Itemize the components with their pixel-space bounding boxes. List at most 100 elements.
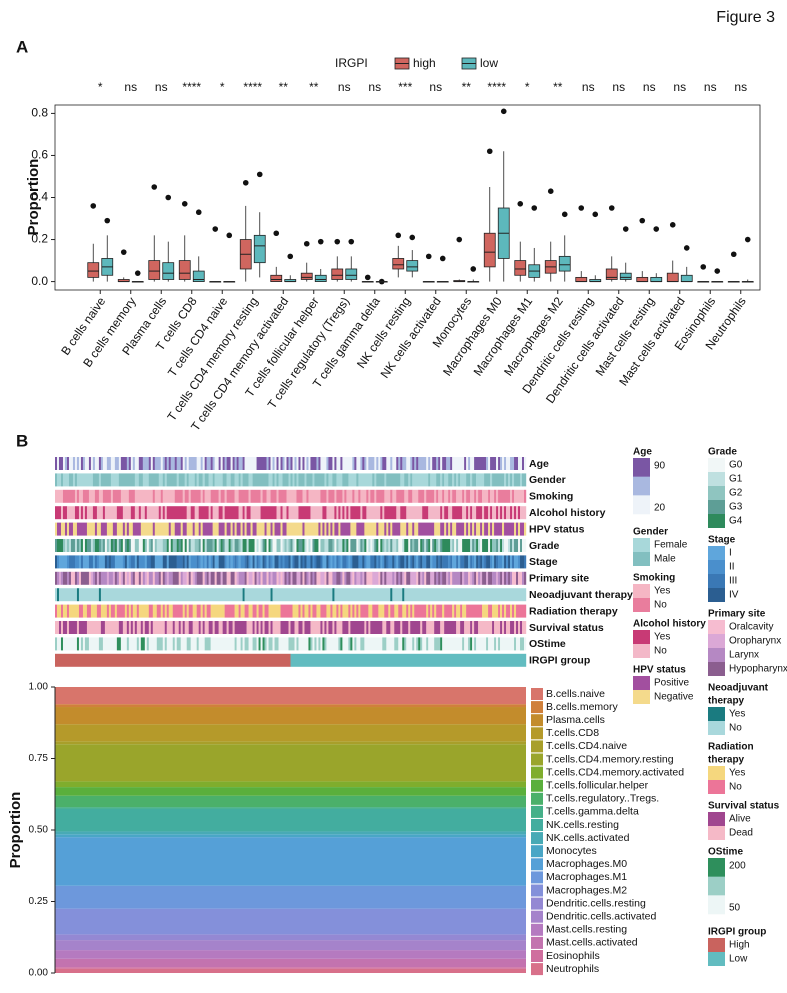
annotation-stripe xyxy=(266,637,269,651)
annotation-stripe xyxy=(328,522,331,536)
annotation-stripe xyxy=(440,522,445,536)
stack-segment xyxy=(55,831,526,835)
annotation-stripe xyxy=(148,457,151,470)
annotation-stripe xyxy=(272,571,277,585)
annotation-stripe xyxy=(460,604,463,618)
annotation-label: Primary site xyxy=(529,573,589,585)
annotation-stripe xyxy=(416,555,419,569)
annotation-stripe xyxy=(246,555,249,569)
annotation-stripe xyxy=(55,489,64,503)
annotation-stripe xyxy=(350,621,365,634)
annotation-stripe xyxy=(302,539,305,552)
annotation-stripe xyxy=(176,539,179,552)
annotation-stripe xyxy=(346,571,351,585)
legend-label: NK.cells.resting xyxy=(546,819,619,831)
annotation-stripe xyxy=(476,571,479,585)
annotation-stripe xyxy=(422,555,427,569)
legend-label: T.cells.follicular.helper xyxy=(546,779,649,791)
annotation-stripe xyxy=(182,555,185,569)
annotation-stripe xyxy=(340,604,343,618)
annotation-stripe xyxy=(98,473,102,487)
annotation-stripe xyxy=(304,522,319,536)
annotation-stripe xyxy=(62,473,70,487)
significance-label: ** xyxy=(279,80,289,94)
annotation-stripe xyxy=(284,555,289,569)
annotation-stripe xyxy=(336,621,343,634)
annotation-stripe xyxy=(436,457,439,470)
annotation-stripe xyxy=(172,637,175,651)
annotation-stripe xyxy=(324,522,327,536)
annotation-stripe xyxy=(188,473,195,487)
y-tick-label: 0.0 xyxy=(31,274,48,288)
annotation-stripe xyxy=(464,621,471,634)
annotation-stripe xyxy=(150,555,155,569)
annotation-stripe xyxy=(394,637,399,651)
annotation-stripe xyxy=(356,571,361,585)
annotation-stripe xyxy=(452,522,457,536)
annotation-stripe xyxy=(200,539,203,552)
annotation-stripe xyxy=(268,637,273,651)
annotation-stripe xyxy=(110,555,116,569)
annotation-stripe xyxy=(224,604,235,618)
annotation-stripe xyxy=(74,539,78,552)
annotation-stripe xyxy=(162,637,165,651)
y-tick-label: 0.8 xyxy=(31,106,48,120)
annotation-stripe xyxy=(468,555,471,569)
annotation-stripe xyxy=(82,539,86,552)
annotation-stripe xyxy=(508,539,511,552)
annotation-stripe xyxy=(324,571,327,585)
annotation-stripe xyxy=(364,555,367,569)
annotation-stripe xyxy=(524,457,527,470)
annotation-stripe xyxy=(298,621,303,634)
annotation-stripe xyxy=(76,522,88,536)
annotation-stripe xyxy=(404,588,527,602)
legend-label: No xyxy=(654,600,667,611)
significance-label: ns xyxy=(582,80,595,94)
annotation-stripe xyxy=(320,571,325,585)
annotation-stripe xyxy=(370,621,383,634)
annotation-stripe xyxy=(306,473,313,487)
annotation-stripe xyxy=(498,571,501,585)
annotation-stripe xyxy=(466,506,469,520)
annotation-stripe xyxy=(174,522,181,536)
annotation-stripe xyxy=(226,522,231,536)
annotation-stripe xyxy=(488,604,493,618)
annotation-stripe xyxy=(452,604,455,618)
annotation-stripe xyxy=(128,457,132,470)
annotation-stripe xyxy=(392,457,397,470)
legend-swatch xyxy=(633,630,650,644)
annotation-stripe xyxy=(374,473,377,487)
legend-swatch xyxy=(531,688,543,700)
legend-swatch xyxy=(708,952,725,966)
annotation-stripe xyxy=(94,522,98,536)
annotation-stripe xyxy=(464,555,469,569)
annotation-stripe xyxy=(308,489,321,503)
annotation-stripe xyxy=(348,539,351,552)
annotation-stripe xyxy=(296,637,299,651)
annotation-stripe xyxy=(180,539,183,552)
annotation-stripe xyxy=(390,457,393,470)
legend-swatch xyxy=(531,936,543,949)
annotation-stripe xyxy=(352,571,355,585)
annotation-stripe xyxy=(298,457,301,470)
annotation-stripe xyxy=(260,637,263,651)
annotation-stripe xyxy=(288,539,291,552)
annotation-stripe xyxy=(228,555,231,569)
box xyxy=(680,274,693,282)
annotation-stripe xyxy=(86,621,102,634)
annotation-stripe xyxy=(196,473,199,487)
annotation-stripe xyxy=(222,506,225,520)
annotation-stripe xyxy=(288,473,291,487)
outlier xyxy=(120,249,127,255)
annotation-stripe xyxy=(458,473,461,487)
legend-title: IRGPI xyxy=(335,56,368,70)
annotation-stripe xyxy=(296,489,303,503)
annotation-stripe xyxy=(114,539,118,552)
legend-swatch xyxy=(531,805,543,818)
annotation-stripe xyxy=(206,457,211,470)
annotation-stripe xyxy=(326,506,335,520)
annotation-stripe xyxy=(136,604,140,618)
annotation-stripe xyxy=(256,621,259,634)
annotation-stripe xyxy=(252,522,257,536)
outlier xyxy=(195,209,202,216)
